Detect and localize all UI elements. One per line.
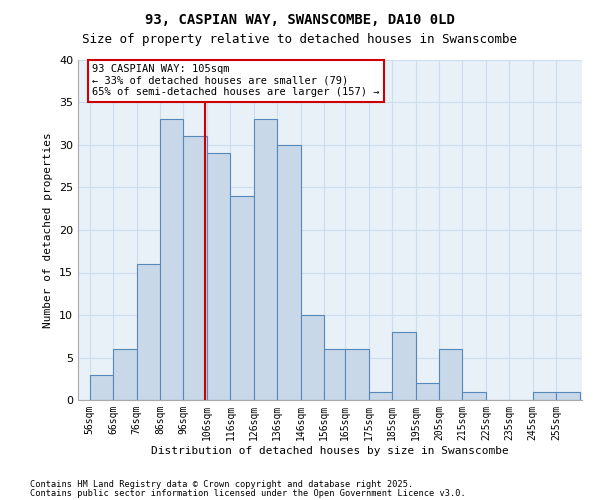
- Bar: [368, 392, 392, 400]
- Bar: [90, 374, 113, 400]
- X-axis label: Distribution of detached houses by size in Swanscombe: Distribution of detached houses by size …: [151, 446, 509, 456]
- Text: Contains public sector information licensed under the Open Government Licence v3: Contains public sector information licen…: [30, 488, 466, 498]
- Bar: [392, 332, 416, 400]
- Bar: [301, 315, 324, 400]
- Bar: [113, 349, 137, 400]
- Bar: [324, 349, 345, 400]
- Bar: [416, 383, 439, 400]
- Bar: [439, 349, 463, 400]
- Text: Contains HM Land Registry data © Crown copyright and database right 2025.: Contains HM Land Registry data © Crown c…: [30, 480, 413, 489]
- Text: Size of property relative to detached houses in Swanscombe: Size of property relative to detached ho…: [83, 32, 517, 46]
- Text: 93, CASPIAN WAY, SWANSCOMBE, DA10 0LD: 93, CASPIAN WAY, SWANSCOMBE, DA10 0LD: [145, 12, 455, 26]
- Y-axis label: Number of detached properties: Number of detached properties: [43, 132, 53, 328]
- Bar: [207, 154, 230, 400]
- Bar: [556, 392, 580, 400]
- Bar: [345, 349, 368, 400]
- Bar: [160, 120, 184, 400]
- Bar: [463, 392, 486, 400]
- Bar: [230, 196, 254, 400]
- Text: 93 CASPIAN WAY: 105sqm
← 33% of detached houses are smaller (79)
65% of semi-det: 93 CASPIAN WAY: 105sqm ← 33% of detached…: [92, 64, 380, 98]
- Bar: [184, 136, 207, 400]
- Bar: [277, 145, 301, 400]
- Bar: [533, 392, 556, 400]
- Bar: [254, 120, 277, 400]
- Bar: [137, 264, 160, 400]
